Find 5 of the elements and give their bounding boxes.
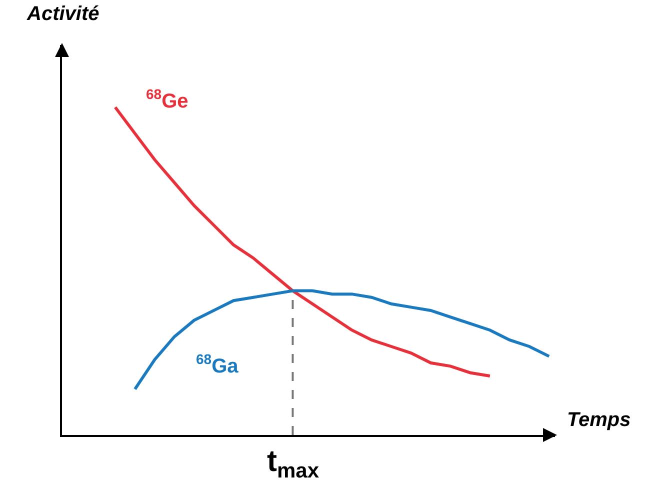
series-label: $^{68}$Ga — [196, 351, 240, 378]
series-label: $^{68}$Ge — [146, 86, 188, 112]
y-axis-title: Activité — [26, 3, 100, 25]
text: t$_{max}$ — [267, 445, 320, 482]
x-axis-title: Temps — [567, 409, 631, 431]
